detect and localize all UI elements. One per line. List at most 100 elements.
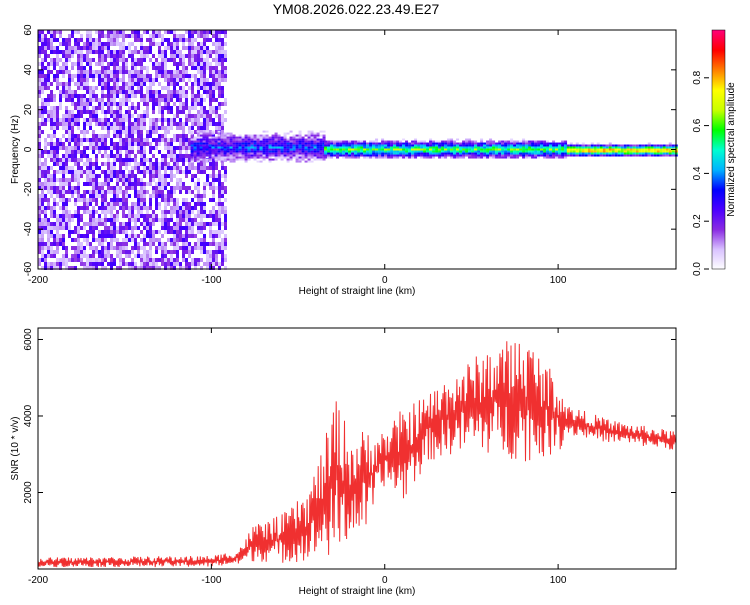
spectrogram-cell (232, 152, 236, 155)
spectrogram-cell (381, 150, 385, 153)
colorbar-strip (712, 170, 725, 172)
spectrogram-cell (62, 246, 65, 250)
spectrogram-cell (146, 158, 149, 162)
spectrogram-cell (324, 152, 328, 155)
spectrogram-cell (104, 82, 107, 86)
colorbar-strip (712, 266, 725, 268)
spectrogram-cell (188, 158, 191, 162)
colorbar-strip (712, 149, 725, 151)
spectrogram-cell (38, 110, 41, 114)
spectrogram-cell (217, 140, 221, 143)
spectrogram-cell (247, 156, 251, 159)
spectrogram-cell (390, 144, 394, 147)
spectrogram-cell (244, 154, 248, 157)
spectrogram-cell (164, 58, 167, 62)
spectrogram-cell (122, 202, 125, 206)
spectrogram-cell (47, 174, 50, 178)
spectrogram-cell (474, 142, 478, 145)
spectrogram-cell (185, 218, 188, 222)
spectrogram-cell (41, 174, 44, 178)
spectrogram-cell (259, 142, 263, 145)
spectrogram-cell (185, 74, 188, 78)
spectrogram-cell (149, 262, 152, 266)
spectrogram-cell (200, 218, 203, 222)
spectrogram-cell (89, 190, 92, 194)
spectrogram-cell (495, 146, 499, 149)
spectrogram-cell (158, 218, 161, 222)
colorbar-strip (712, 135, 725, 137)
spectrogram-cell (125, 158, 128, 162)
spectrogram-cell (149, 242, 152, 246)
spectrogram-cell (86, 42, 89, 46)
spectrogram-cell (125, 102, 128, 106)
spectrogram-cell (200, 226, 203, 230)
spectrogram-cell (167, 118, 170, 122)
spectrogram-cell (366, 146, 370, 149)
spectrogram-cell (74, 30, 77, 34)
spectrogram-cell (206, 174, 209, 178)
spectrogram-cell (357, 148, 361, 151)
spectrogram-cell (113, 158, 116, 162)
spectrogram-cell (152, 218, 155, 222)
spectrogram-cell (77, 194, 80, 198)
spectrogram-cell (203, 34, 206, 38)
spectrogram-cell (173, 246, 176, 250)
spectrogram-cell (143, 50, 146, 54)
spectrogram-cell (95, 50, 98, 54)
spectrogram-cell (95, 134, 98, 138)
colorbar-strip (712, 261, 725, 263)
colorbar-strip (712, 35, 725, 37)
spectrogram-cell (161, 58, 164, 62)
spectrogram-cell (56, 226, 59, 230)
spectrogram-cell (363, 154, 367, 157)
spectrogram-cell (110, 254, 113, 258)
spectrogram-cell (623, 146, 627, 149)
spectrogram-cell (277, 148, 281, 151)
colorbar-strip (712, 174, 725, 176)
spectrogram-cell (83, 262, 86, 266)
spectrogram-cell (196, 152, 200, 155)
spectrogram-cell (262, 148, 266, 151)
spectrogram-cell (101, 106, 104, 110)
spectrogram-cell (197, 166, 200, 170)
spectrogram-cell (546, 146, 550, 149)
spectrogram-cell (292, 136, 296, 139)
spectrogram-cell (116, 42, 119, 46)
spectrogram-cell (286, 160, 290, 163)
colorbar-strip (712, 144, 725, 146)
spectrogram-cell (116, 178, 119, 182)
spectrogram-cell (513, 146, 517, 149)
spectrogram-cell (50, 174, 53, 178)
colorbar-strip (712, 47, 725, 49)
spectrogram-cell (119, 222, 122, 226)
spectrogram-cell (116, 34, 119, 38)
spectrogram-cell (110, 62, 113, 66)
spectrogram-cell (295, 138, 299, 141)
spectrogram-cell (44, 138, 47, 142)
spectrogram-cell (176, 74, 179, 78)
spectrogram-cell (80, 206, 83, 210)
spectrogram-cell (221, 50, 224, 54)
spectrogram-cell (498, 150, 502, 153)
spectrogram-cell (221, 210, 224, 214)
spectrogram-cell (215, 70, 218, 74)
spectrogram-cell (188, 130, 191, 134)
spectrogram-cell (50, 50, 53, 54)
spectrogram-cell (599, 150, 603, 153)
spectrogram-cell (86, 54, 89, 58)
spectrogram-cell (62, 190, 65, 194)
spectrogram-cell (191, 118, 194, 122)
spectrogram-cell (191, 178, 194, 182)
spectrogram-cell (92, 198, 95, 202)
spectrogram-cell (522, 142, 526, 145)
spectrogram-cell (215, 58, 218, 62)
spectrogram-cell (188, 142, 191, 146)
spectrogram-cell (200, 194, 203, 198)
spectrogram-cell (47, 94, 50, 98)
spectrogram-cell (143, 138, 146, 142)
spectrogram-cell (161, 86, 164, 90)
spectrogram-cell (220, 158, 224, 161)
spectrogram-cell (468, 150, 472, 153)
spectrogram-cell (50, 254, 53, 258)
spectrogram-cell (543, 142, 547, 145)
